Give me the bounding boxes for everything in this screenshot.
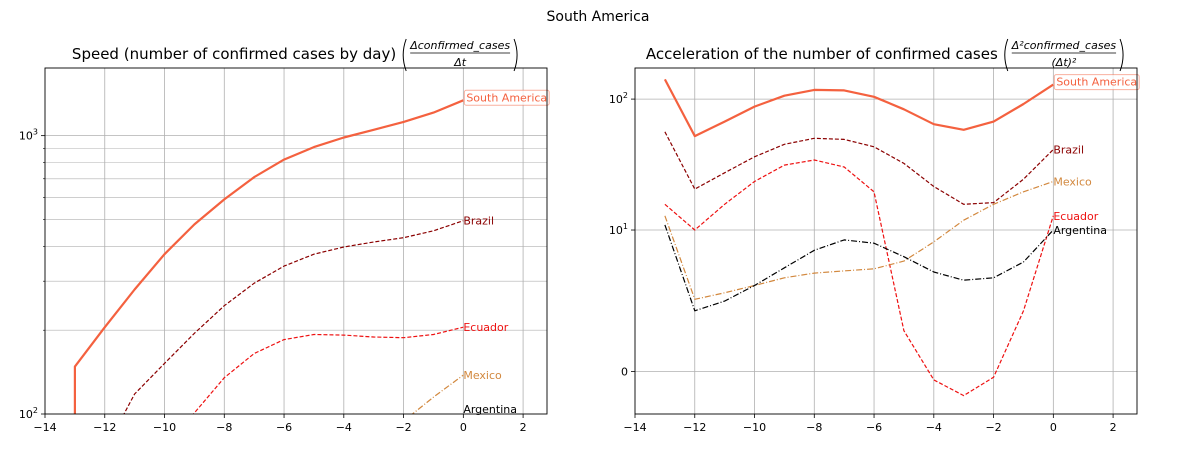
y-tick-base: 0: [621, 366, 628, 379]
x-tick-label: −8: [806, 421, 822, 434]
series-lines: [663, 78, 1054, 397]
x-tick-label: 0: [1050, 421, 1057, 434]
x-tick-label: −4: [926, 421, 942, 434]
series-label-brazil: Brazil: [1053, 144, 1084, 157]
axes-frame: [634, 67, 1138, 415]
series-line-brazil: [664, 131, 1054, 205]
series-label-mexico: Mexico: [463, 369, 502, 382]
y-tick-label: 101: [609, 222, 628, 237]
series-line-argentina: [664, 224, 1054, 312]
chart-title-numerator: Δconfirmed_cases: [409, 39, 510, 52]
chart-title-text: Acceleration of the number of confirmed …: [646, 45, 998, 63]
y-tick-exponent: 2: [33, 406, 38, 415]
chart-title-denominator: (Δt)²: [1052, 56, 1077, 69]
x-tick-label: −14: [623, 421, 646, 434]
x-axis: −14 −12 −10 −8 −6 −4 −2 0 2: [623, 414, 1117, 434]
series-label-argentina: Argentina: [463, 403, 517, 416]
series-line-south-america: [663, 78, 1054, 138]
x-axis: −14 −12 −10 −8 −6 −4 −2 0 2: [33, 414, 527, 434]
y-tick-exponent: 3: [33, 128, 38, 137]
acceleration-chart: Acceleration of the number of confirmed …: [609, 38, 1140, 434]
chart-title-numerator: Δ²confirmed_cases: [1011, 39, 1117, 52]
series-labels: South America Brazil Ecuador Mexico Argentin…: [1053, 74, 1140, 237]
y-tick-base: 10: [19, 130, 33, 143]
series-line-ecuador: [192, 326, 464, 414]
series-labels: South America Brazil Ecuador Mexico Argentin…: [463, 89, 550, 416]
series-label-south-america: South America: [1056, 76, 1137, 89]
x-tick-label: −2: [985, 421, 1001, 434]
x-tick-label: −4: [336, 421, 352, 434]
chart-title: Speed (number of confirmed cases by day)…: [72, 38, 518, 72]
y-tick-exponent: 2: [623, 91, 628, 100]
series-line-mexico: [664, 180, 1054, 300]
series-label-box: [463, 89, 550, 106]
series-label-ecuador: Ecuador: [1053, 210, 1098, 223]
chart-title: Acceleration of the number of confirmed …: [646, 38, 1124, 72]
series-line-brazil: [123, 220, 464, 414]
paren-right: [1119, 38, 1124, 72]
x-tick-label: −12: [683, 421, 706, 434]
y-tick-label: 102: [609, 91, 628, 106]
chart-title-text: Speed (number of confirmed cases by day): [72, 45, 396, 63]
x-tick-label: −12: [93, 421, 116, 434]
y-tick-base: 10: [609, 93, 623, 106]
x-tick-label: −8: [216, 421, 232, 434]
series-line-mexico: [411, 374, 464, 414]
series-lines: [73, 99, 464, 414]
series-label-brazil: Brazil: [463, 215, 494, 228]
y-tick-label: 103: [19, 128, 38, 143]
y-tick-label: 0: [621, 366, 628, 379]
x-tick-label: −6: [866, 421, 882, 434]
series-label-mexico: Mexico: [1053, 176, 1092, 189]
paren-right: [513, 38, 518, 72]
grid: [43, 68, 547, 414]
axes-frame: [44, 67, 548, 415]
figure-title: South America: [547, 9, 650, 25]
x-tick-label: −6: [276, 421, 292, 434]
x-tick-label: −10: [743, 421, 766, 434]
series-label-argentina: Argentina: [1053, 224, 1107, 237]
series-label-south-america: South America: [466, 91, 547, 104]
chart-title-denominator: Δt: [453, 56, 467, 69]
x-tick-label: 0: [460, 421, 467, 434]
y-tick-exponent: 1: [623, 222, 628, 231]
series-label-ecuador: Ecuador: [463, 321, 508, 334]
speed-chart: Speed (number of confirmed cases by day)…: [19, 38, 550, 434]
paren-left: [402, 38, 407, 72]
y-tick-base: 10: [19, 408, 33, 421]
series-line-ecuador: [664, 159, 1054, 397]
x-tick-label: −2: [395, 421, 411, 434]
paren-left: [1004, 38, 1009, 72]
x-tick-label: −14: [33, 421, 56, 434]
y-tick-label: 102: [19, 406, 38, 421]
series-line-south-america: [73, 99, 464, 414]
x-tick-label: 2: [1110, 421, 1117, 434]
y-tick-base: 10: [609, 224, 623, 237]
grid: [635, 68, 1137, 414]
x-tick-label: 2: [520, 421, 527, 434]
x-tick-label: −10: [153, 421, 176, 434]
series-label-box: [1053, 74, 1140, 91]
